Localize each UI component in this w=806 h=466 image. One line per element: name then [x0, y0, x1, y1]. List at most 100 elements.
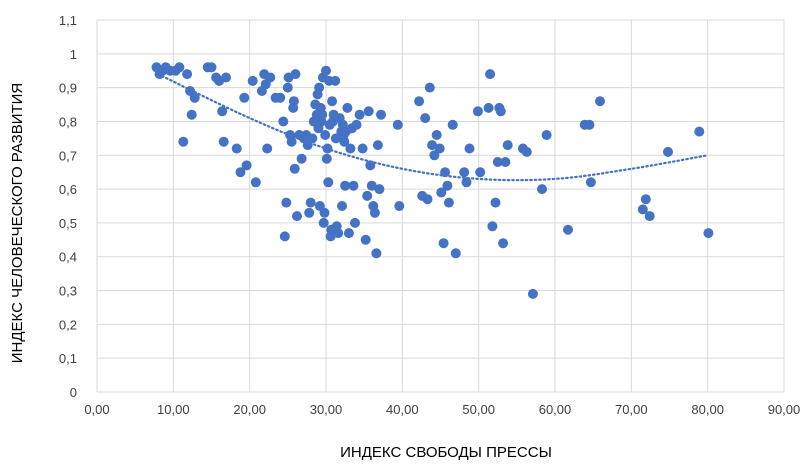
data-point [174, 62, 185, 73]
data-point [392, 119, 403, 130]
data-point [521, 146, 532, 157]
data-point [371, 248, 382, 259]
data-point [247, 75, 258, 86]
data-point [447, 119, 458, 130]
data-point [362, 190, 373, 201]
data-point [221, 72, 231, 83]
data-point [318, 217, 329, 228]
y-tick-label: 0,6 [59, 182, 77, 197]
data-point [321, 153, 332, 164]
data-point [278, 116, 289, 127]
data-point [637, 204, 648, 215]
x-tick-label: 60,00 [539, 402, 572, 417]
data-point [464, 143, 475, 154]
data-point [305, 197, 316, 208]
data-point [189, 92, 200, 103]
data-point [360, 234, 371, 245]
data-point [595, 96, 605, 107]
data-point [694, 126, 705, 137]
data-point [186, 109, 197, 120]
data-point [333, 228, 344, 239]
y-tick-label: 0,2 [59, 317, 77, 332]
data-point [275, 92, 286, 103]
data-point [495, 106, 506, 117]
data-point [420, 113, 431, 124]
data-point [703, 228, 714, 239]
data-point [490, 197, 501, 208]
y-tick-label: 0,9 [59, 81, 77, 96]
data-point [241, 160, 252, 171]
data-point [459, 167, 470, 178]
grid-layer [96, 19, 785, 393]
data-point [292, 211, 302, 222]
y-tick-label: 0,3 [59, 284, 77, 299]
data-point [323, 177, 334, 188]
data-point [343, 228, 354, 239]
y-tick-label: 0,1 [59, 351, 77, 366]
data-point [394, 201, 405, 211]
data-point [206, 62, 217, 73]
x-axis-title: ИНДЕКС СВОБОДЫ ПРЕССЫ [340, 444, 552, 461]
y-tick-label: 1,1 [59, 13, 77, 28]
data-point [342, 102, 353, 113]
data-point [182, 69, 193, 80]
data-point [348, 180, 359, 191]
data-point [296, 153, 307, 164]
data-point [436, 187, 447, 198]
data-point [427, 140, 438, 151]
data-point [492, 157, 503, 167]
data-points-layer [151, 62, 714, 299]
data-point [320, 130, 331, 140]
data-point [440, 167, 451, 178]
data-point [438, 238, 449, 249]
data-point [340, 180, 351, 191]
y-tick-label: 1 [70, 47, 77, 62]
data-point [290, 69, 301, 80]
data-point [442, 180, 453, 191]
data-point [304, 207, 315, 218]
x-tick-label: 70,00 [615, 402, 648, 417]
y-tick-label: 0,4 [59, 250, 77, 265]
data-point [217, 106, 228, 117]
data-point [235, 167, 246, 178]
data-point [644, 211, 655, 222]
data-point [365, 160, 376, 171]
data-point [434, 143, 445, 154]
y-axis-title: ИНДЕКС ЧЕЛОВЕЧЕСКОГО РАЗВИТИЯ [9, 83, 26, 364]
data-point [422, 194, 433, 205]
x-tick-label: 20,00 [233, 402, 266, 417]
data-point [527, 288, 538, 299]
data-point [288, 96, 299, 107]
data-point [337, 201, 347, 211]
data-point [319, 207, 330, 218]
data-point [584, 119, 595, 130]
data-point [374, 184, 385, 195]
data-point [483, 102, 494, 113]
data-point [443, 197, 454, 208]
data-point [281, 197, 292, 208]
data-point [585, 177, 596, 188]
data-point [500, 157, 511, 167]
data-point [363, 106, 374, 117]
data-point [327, 96, 338, 107]
data-point [498, 238, 509, 249]
data-point [450, 248, 461, 259]
data-point [369, 207, 380, 218]
data-point [424, 82, 435, 93]
data-point [231, 143, 242, 154]
x-tick-label: 40,00 [386, 402, 419, 417]
data-point [322, 143, 333, 154]
x-tick-label: 30,00 [310, 402, 343, 417]
data-point [563, 224, 573, 235]
data-point [279, 231, 290, 242]
data-point [357, 143, 368, 154]
data-point [286, 136, 297, 147]
data-point [429, 150, 440, 161]
data-point [475, 167, 486, 178]
data-point [472, 106, 483, 117]
data-point [350, 217, 360, 228]
data-point [330, 75, 341, 86]
data-point [366, 180, 377, 191]
data-point [262, 143, 273, 154]
